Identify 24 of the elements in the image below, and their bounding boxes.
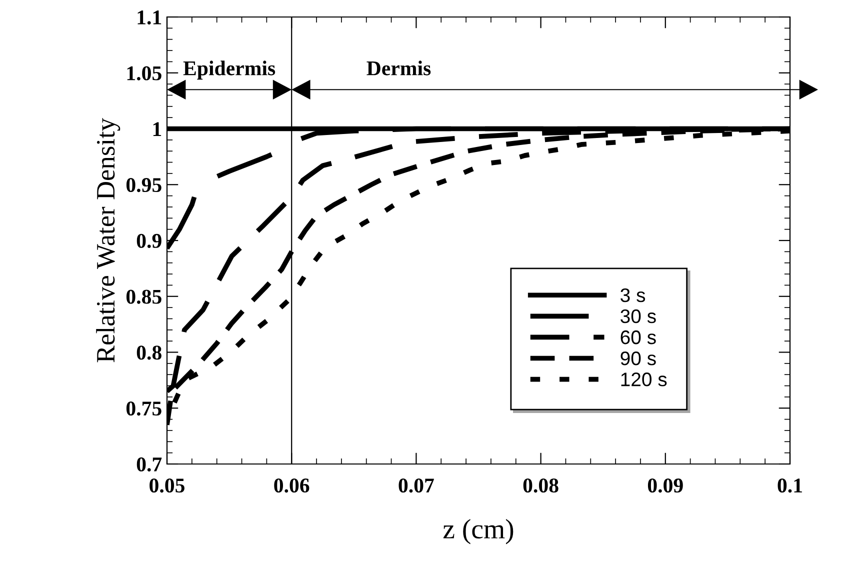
annotation: Epidermis	[183, 60, 276, 80]
annotation: Dermis	[366, 60, 431, 76]
y-tick-label: 1.1	[138, 10, 162, 25]
y-tick-label: 0.75	[126, 402, 162, 416]
legend-label: 120 s	[621, 372, 667, 386]
x-tick-label: 0.05	[150, 478, 184, 493]
y-tick-label: 1	[153, 122, 162, 136]
x-axis-title: z (cm)	[443, 519, 514, 544]
y-tick-label: 0.85	[126, 290, 162, 304]
y-tick-label: 0.8	[136, 346, 162, 360]
legend-label: 3 s	[620, 288, 646, 302]
legend-label: 90 s	[620, 351, 656, 366]
x-tick-label: 0.06	[274, 478, 310, 493]
y-tick-label: 1.05	[127, 66, 162, 80]
y-axis-title: Relative Water Density	[96, 118, 120, 362]
x-tick-label: 0.1	[778, 478, 802, 493]
x-tick-label: 0.09	[648, 478, 683, 493]
y-tick-label: 0.95	[126, 178, 162, 192]
x-tick-label: 0.07	[398, 478, 434, 493]
legend-label: 30 s	[620, 309, 656, 324]
legend-label: 60 s	[620, 330, 656, 344]
y-tick-label: 0.9	[136, 234, 162, 248]
x-tick-label: 0.08	[523, 478, 558, 493]
y-tick-label: 0.7	[136, 457, 162, 472]
